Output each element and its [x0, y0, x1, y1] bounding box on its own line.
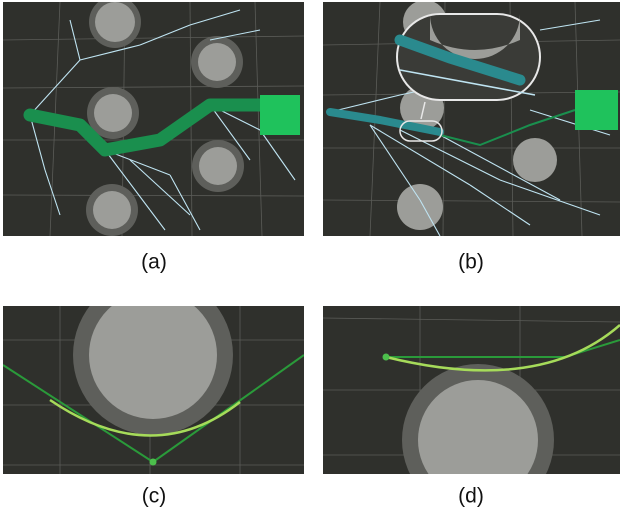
- panel-c: [3, 275, 304, 474]
- panel-a: [3, 0, 304, 236]
- panel-label: (b): [458, 251, 484, 274]
- panel-label: (a): [141, 251, 167, 274]
- panel-label: (c): [142, 485, 167, 508]
- figure: (a) (b) (c) (d): [0, 0, 621, 516]
- panel-label: (d): [458, 485, 484, 508]
- page: (a) (b) (c) (d) (() => { const data = JS…: [0, 0, 621, 516]
- panel-b: [323, 0, 620, 236]
